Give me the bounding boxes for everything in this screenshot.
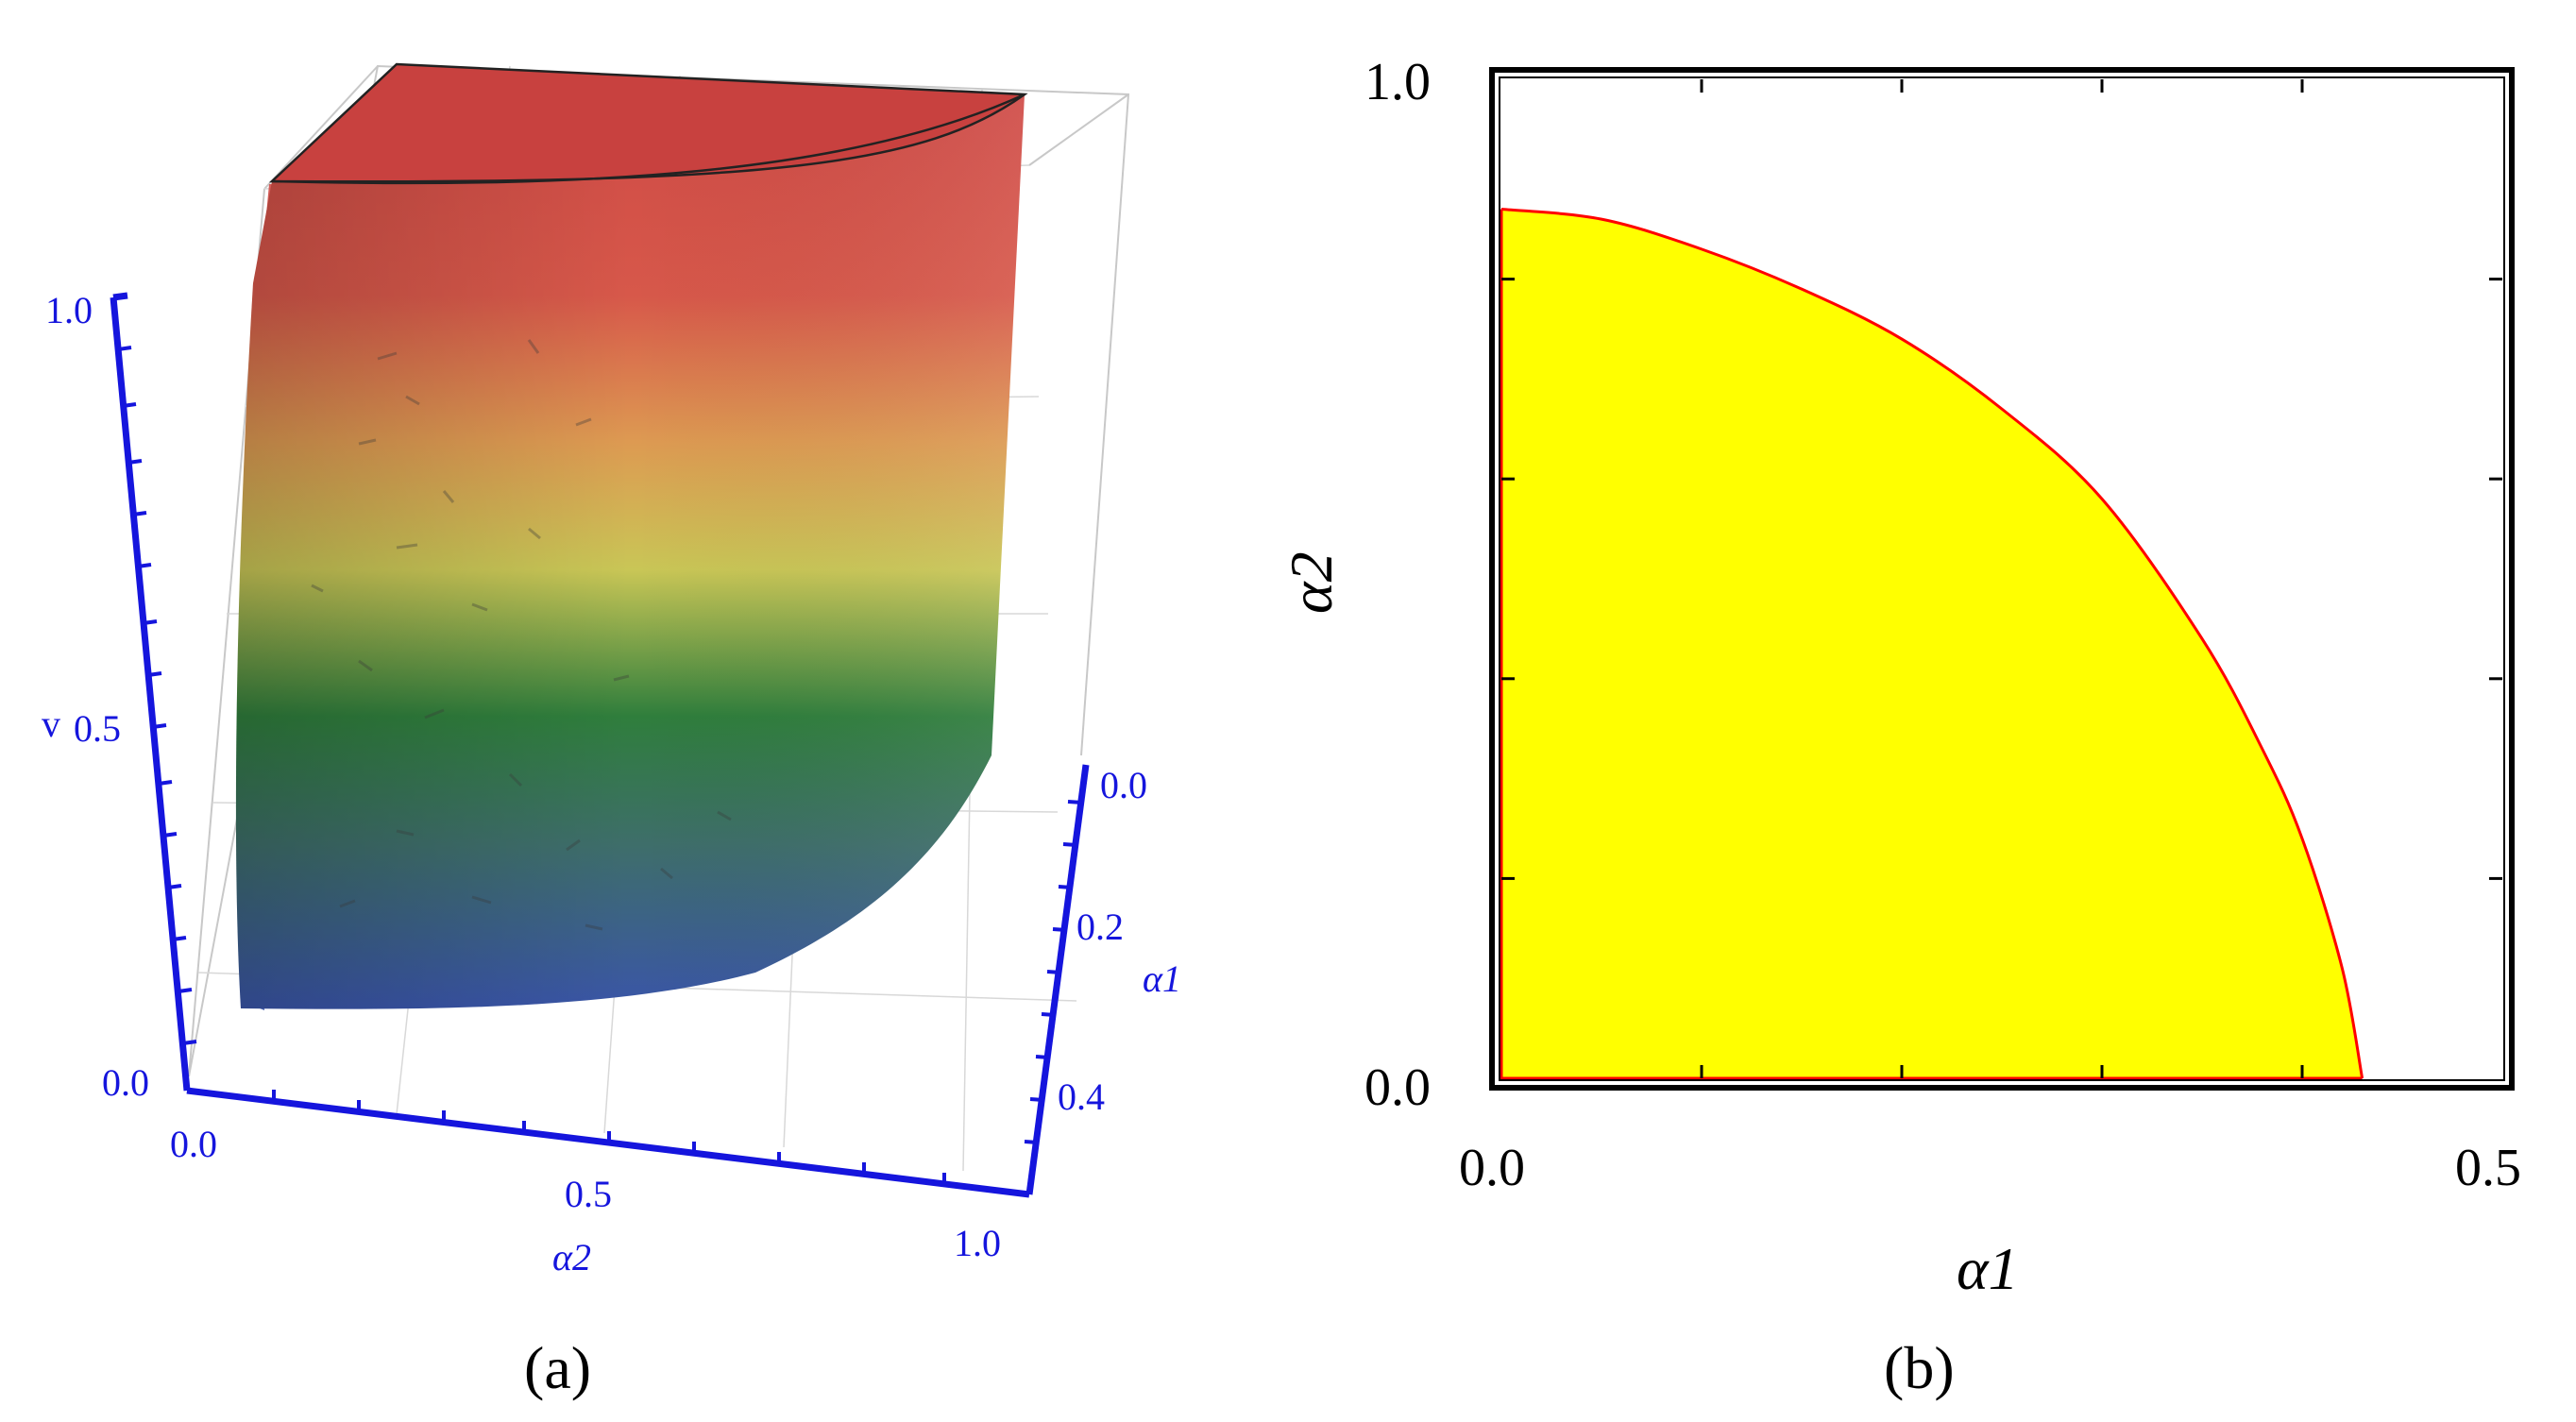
panel-a-v-ticks [117,346,197,1045]
boundary-curve [1500,208,2364,1079]
surface-texture [311,339,732,931]
panel-a-alpha1-axis [1025,764,1090,1195]
panel-a-alpha1-ticks [1024,800,1082,1144]
panel-a-label: (a) [524,1334,591,1401]
y-tick-1-0: 1.0 [1364,53,1431,111]
v-tick-1-0: 1.0 [45,289,93,331]
region-axis-edge [1500,209,2363,1080]
x-tick-0-5: 0.5 [2455,1139,2521,1197]
alpha1-tick-0-4: 0.4 [1058,1075,1105,1118]
x-axis-label: α1 [1957,1235,2019,1302]
alpha1-tick-0-2: 0.2 [1076,906,1124,948]
v-tick-0-0: 0.0 [102,1061,149,1104]
panel-b-label: (b) [1884,1334,1955,1401]
y-axis-label: α2 [1278,551,1345,614]
panel-b-ticks [1501,79,2502,1078]
alpha2-tick-0-5: 0.5 [565,1173,612,1215]
alpha2-axis-label: α2 [552,1236,591,1278]
alpha1-tick-0-0: 0.0 [1100,764,1147,806]
panel-b-2d-plot: 1.0 0.0 0.0 0.5 α1 α2 (b) [1278,53,2521,1401]
x-tick-0-0: 0.0 [1459,1139,1525,1197]
v-axis-label: v [42,703,60,745]
feasible-region-fill [1501,209,2363,1079]
panel-a-3d-plot: 1.0 0.5 v 0.0 0.0 0.5 1.0 α2 0.0 0.2 α1 … [42,62,1181,1401]
alpha2-tick-0-0: 0.0 [170,1123,217,1165]
y-tick-0-0: 0.0 [1364,1058,1431,1117]
alpha2-tick-1-0: 1.0 [954,1222,1001,1264]
v-tick-0-5: 0.5 [74,707,121,750]
panel-a-alpha2-ticks [272,1090,946,1184]
alpha1-axis-label: α1 [1143,957,1181,1000]
panel-b-frame [1489,67,2515,1091]
panel-a-v-axis [110,292,191,1092]
